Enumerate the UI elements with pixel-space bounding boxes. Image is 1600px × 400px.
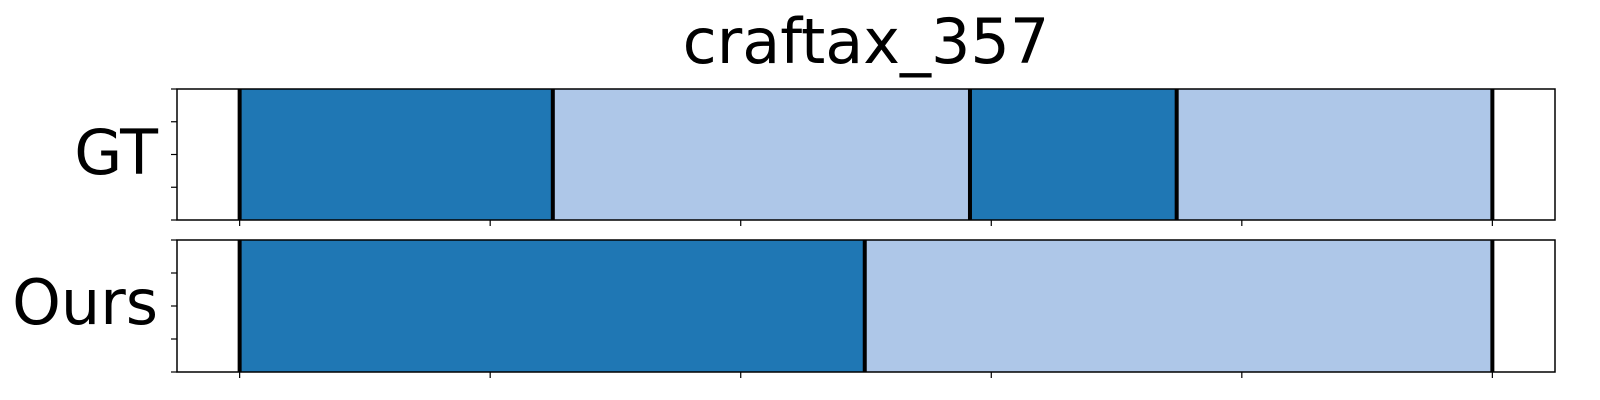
- segment-gt-2: [969, 89, 1177, 220]
- segment-ours-1: [864, 240, 1493, 372]
- segment-ours-0: [239, 240, 865, 372]
- segment-gt-3: [1176, 89, 1493, 220]
- chart-title: craftax_357: [682, 5, 1050, 78]
- segment-gt-1: [552, 89, 970, 220]
- segment-gt-0: [239, 89, 553, 220]
- row-label-gt: GT: [74, 116, 158, 189]
- row-label-ours: Ours: [12, 266, 158, 339]
